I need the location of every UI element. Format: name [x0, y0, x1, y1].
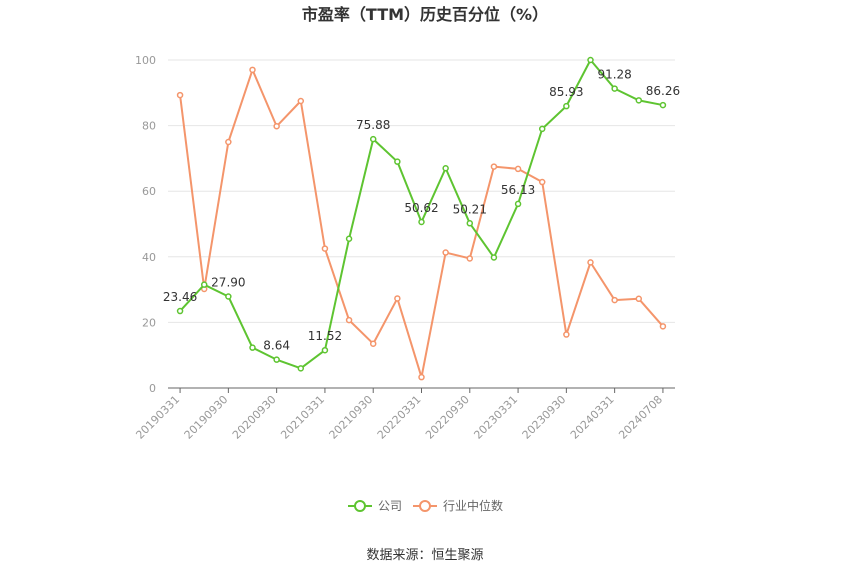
- x-tick-label: 20210930: [327, 393, 376, 442]
- legend-item-company[interactable]: 公司: [348, 499, 402, 513]
- data-point: [249, 344, 256, 351]
- data-point: [418, 373, 425, 381]
- data-point: [369, 135, 377, 143]
- data-point: [297, 97, 305, 105]
- data-point: [538, 178, 546, 186]
- data-point: [490, 163, 498, 170]
- x-tick-label: 20230930: [520, 393, 569, 442]
- data-point: [345, 316, 353, 324]
- legend-item-industry-median[interactable]: 行业中位数: [413, 498, 503, 513]
- data-point: [176, 91, 184, 99]
- data-point: [514, 200, 522, 208]
- data-point: [418, 218, 425, 226]
- y-tick-label: 40: [142, 251, 156, 264]
- chart-grid: [168, 59, 675, 323]
- data-labels: 23.46 27.90 8.64 11.52 75.88 50.62 50.21 56.13 8…: [163, 68, 680, 353]
- source-note: 数据来源：恒生聚源: [366, 548, 483, 563]
- data-label: 75.88: [356, 118, 390, 132]
- legend-marker-company: [354, 500, 366, 512]
- plot-area: [176, 56, 667, 381]
- data-point: [514, 165, 522, 173]
- x-tick-label: 20190331: [133, 393, 182, 442]
- x-axis: 20190331 20190930 20200930 20210331 20210930…: [133, 387, 675, 442]
- data-point: [659, 101, 667, 109]
- data-label: 23.46: [163, 290, 197, 304]
- data-point: [249, 66, 256, 74]
- x-tick-label: 20200930: [230, 393, 279, 442]
- data-point: [321, 346, 329, 354]
- x-tick-label: 20190930: [182, 393, 231, 442]
- data-label: 56.13: [501, 183, 535, 197]
- data-point: [563, 102, 570, 110]
- y-tick-label: 80: [142, 120, 156, 133]
- y-axis: 0 20 40 60 80 100: [135, 54, 156, 395]
- data-label: 11.52: [308, 329, 342, 343]
- legend-label-company: 公司: [378, 499, 402, 513]
- data-point: [297, 365, 305, 372]
- data-point: [466, 220, 474, 227]
- x-tick-label: 20240708: [616, 393, 665, 442]
- data-point: [225, 138, 232, 146]
- data-point: [611, 296, 618, 304]
- data-point: [659, 323, 667, 330]
- data-label: 86.26: [646, 84, 680, 98]
- y-tick-label: 0: [149, 382, 156, 395]
- data-label: 91.28: [597, 68, 631, 82]
- data-point: [635, 97, 643, 104]
- x-tick-label: 20220331: [375, 393, 424, 442]
- data-point: [442, 164, 449, 172]
- data-label: 85.93: [549, 85, 583, 99]
- y-tick-label: 100: [135, 54, 156, 67]
- data-label: 8.64: [263, 339, 290, 353]
- data-label: 50.21: [453, 202, 487, 216]
- data-point: [369, 340, 377, 347]
- chart-title: 市盈率（TTM）历史百分位（%）: [302, 5, 548, 24]
- data-point: [587, 56, 594, 64]
- data-point: [394, 295, 401, 302]
- data-point: [635, 295, 643, 303]
- legend: 公司 行业中位数: [348, 498, 503, 513]
- data-point: [563, 331, 570, 338]
- data-point: [200, 281, 208, 288]
- data-point: [225, 293, 232, 300]
- data-label: 27.90: [211, 275, 245, 289]
- data-point: [345, 235, 353, 243]
- legend-marker-industry-median: [419, 500, 431, 512]
- data-point: [321, 245, 329, 252]
- x-tick-label: 20210331: [278, 393, 327, 442]
- data-point: [176, 307, 184, 315]
- y-tick-label: 20: [142, 316, 156, 329]
- data-point: [587, 259, 594, 266]
- data-point: [394, 158, 401, 165]
- legend-label-industry-median: 行业中位数: [443, 498, 503, 513]
- y-tick-label: 60: [142, 185, 156, 198]
- x-tick-label: 20230331: [471, 393, 520, 442]
- data-point: [273, 356, 280, 363]
- data-point: [273, 123, 280, 130]
- data-point: [490, 254, 498, 261]
- x-tick-label: 20240331: [568, 393, 617, 442]
- data-point: [442, 249, 449, 256]
- data-point: [466, 255, 474, 262]
- data-label: 50.62: [404, 201, 438, 215]
- data-point: [538, 125, 546, 133]
- data-point: [611, 85, 618, 92]
- x-tick-label: 20220930: [423, 393, 472, 442]
